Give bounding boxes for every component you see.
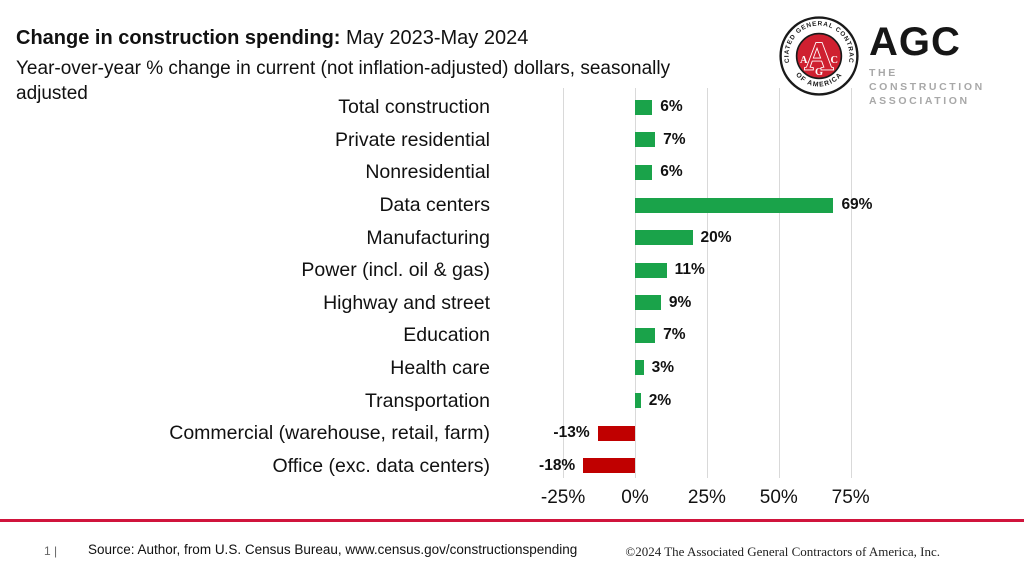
bar [635,132,656,148]
chart-subtitle: Year-over-year % change in current (not … [16,58,671,105]
agc-acronym: AGC [869,20,961,64]
agc-tagline: THE CONSTRUCTION ASSOCIATION [869,66,1009,109]
copyright-text: ©2024 The Associated General Contractors… [625,544,940,559]
value-label: 2% [648,391,672,409]
grid-line [778,88,780,478]
value-label: 6% [660,163,683,181]
value-label: -13% [553,424,590,442]
footer-divider [0,519,1024,522]
grid-line [635,88,636,478]
grid-line [706,88,708,478]
category-label: Power (incl. oil & gas) [301,259,490,282]
agc-seal-icon: ASSOCIATED GENERAL CONTRACTORS ◆ OF AMER… [779,16,859,96]
agc-logo: ASSOCIATED GENERAL CONTRACTORS ◆ OF AMER… [779,14,1009,107]
value-label: 20% [700,228,732,246]
category-label: Education [403,324,490,347]
seal-letter-a: A [800,55,808,66]
category-label: Commercial (warehouse, retail, farm) [169,422,490,445]
value-label: -18% [539,456,576,474]
value-label: 11% [674,261,705,279]
bar [583,458,635,474]
category-label: Total construction [338,96,490,119]
agc-tagline-line1: THE CONSTRUCTION [869,67,985,94]
category-label: Nonresidential [365,161,490,184]
x-axis-tick: 0% [621,487,649,508]
page-number: 1 | [44,544,58,558]
value-label: 7% [663,130,686,148]
bar [635,164,653,180]
seal-letter-c: C [830,55,838,66]
bar [635,230,693,246]
chart-title: Change in construction spending: May 202… [16,26,528,50]
seal-center-letter: A [805,34,834,79]
value-label: 69% [841,196,873,214]
agc-tagline-line2: ASSOCIATION [869,95,970,108]
source-text: Source: Author, from U.S. Census Bureau,… [88,542,578,557]
x-axis-tick: 25% [687,487,726,508]
value-label: 7% [663,326,686,344]
seal-letter-g: G [815,67,823,78]
value-label: 3% [651,358,675,376]
category-label: Office (exc. data centers) [272,454,490,477]
bar [635,393,641,409]
x-axis-tick: -25% [540,487,586,508]
x-axis-tick: 75% [831,487,870,508]
bar [635,360,644,376]
bar [635,197,834,213]
x-axis-tick: 50% [759,487,798,508]
bar [635,99,653,115]
category-label: Health care [390,356,490,379]
bar [635,295,661,311]
category-label: Highway and street [323,291,490,314]
bar [635,327,656,343]
category-label: Transportation [364,389,490,412]
chart-title-bold: Change in construction spending: [16,27,341,49]
bar [635,262,667,278]
chart-title-dates: May 2023-May 2024 [340,27,529,49]
category-label: Data centers [379,194,490,217]
agc-wordmark: AGC THE CONSTRUCTION ASSOCIATION [869,22,1009,109]
bar [597,425,635,441]
category-label: Manufacturing [366,226,490,249]
grid-line [563,88,565,478]
value-label: 6% [660,98,683,116]
grid-line [850,88,852,478]
value-label: 9% [668,293,692,311]
category-label: Private residential [335,128,490,151]
